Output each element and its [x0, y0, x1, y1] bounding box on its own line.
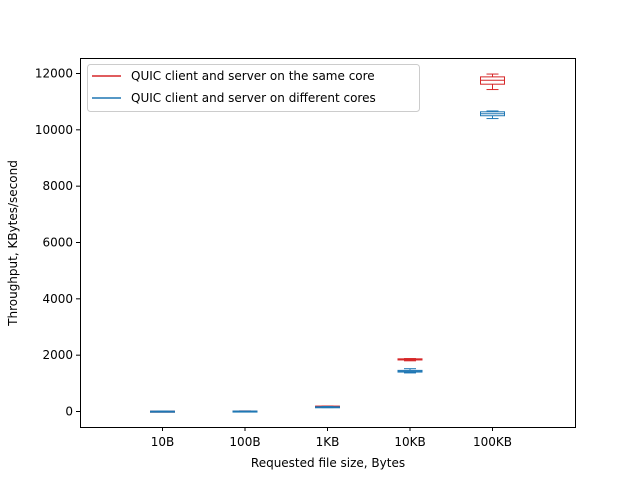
y-tick-label: 0: [65, 405, 73, 419]
x-tick-label: 10B: [151, 435, 175, 449]
legend-frame: [87, 64, 420, 112]
box-10KB-series-0: [397, 358, 423, 362]
y-tick-label: 6000: [42, 236, 73, 250]
box-100B-series-1: [232, 410, 258, 413]
box-100KB-series-1: [480, 110, 505, 120]
x-tick-label: 10KB: [394, 435, 425, 449]
legend-entry-different-cores: QUIC client and server on different core…: [131, 91, 376, 105]
plot-area: [150, 73, 505, 413]
x-tick-label: 100KB: [473, 435, 512, 449]
x-tick-label: 1KB: [316, 435, 340, 449]
box-1KB-series-1: [315, 406, 340, 409]
y-tick-label: 8000: [42, 179, 73, 193]
legend: QUIC client and server on the same core …: [87, 64, 420, 112]
y-axis: 0 2000 4000 6000 8000 10000 12000: [35, 66, 80, 419]
y-axis-label: Throughput, KBytes/second: [6, 160, 20, 327]
y-tick-label: 4000: [42, 292, 73, 306]
box-10B-series-1: [150, 410, 175, 413]
y-tick-label: 2000: [42, 348, 73, 362]
legend-entry-same-core: QUIC client and server on the same core: [131, 69, 375, 83]
x-axis: 10B 100B 1KB 10KB 100KB: [151, 427, 512, 449]
y-tick-label: 12000: [35, 66, 73, 80]
x-axis-label: Requested file size, Bytes: [251, 456, 405, 470]
y-tick-label: 10000: [35, 123, 73, 137]
x-tick-label: 100B: [229, 435, 260, 449]
box-100KB-series-0: [480, 73, 505, 91]
box-10KB-series-1: [397, 368, 423, 374]
